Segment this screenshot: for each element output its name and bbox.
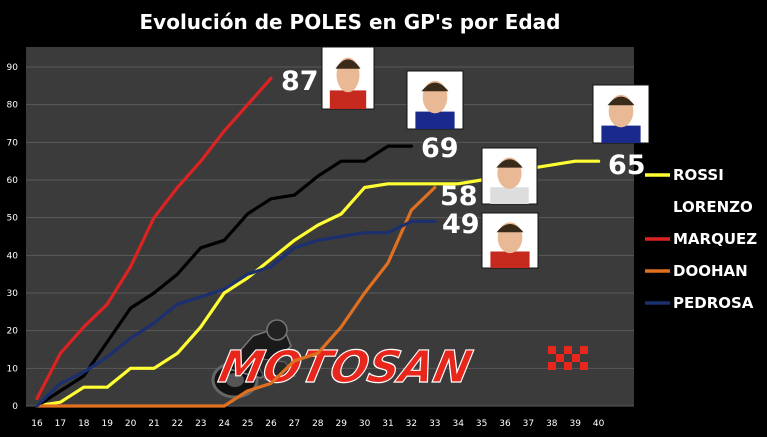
legend-item-doohan: DOOHAN (645, 262, 748, 280)
x-tick-label: 34 (452, 419, 464, 429)
rider-photo-marquez (321, 46, 375, 110)
rider-photos (321, 46, 650, 269)
x-tick-label: 28 (312, 419, 324, 429)
x-tick-label: 24 (218, 419, 230, 429)
end-label-doohan: 58 (440, 181, 478, 212)
y-tick-label: 30 (7, 289, 19, 299)
legend-label: PEDROSA (673, 294, 754, 312)
x-tick-label: 20 (125, 419, 137, 429)
x-tick-label: 33 (429, 419, 440, 429)
legend-item-pedrosa: PEDROSA (645, 294, 754, 312)
series-line-pedrosa (35, 219, 437, 408)
rider-photo-rossi (592, 84, 650, 144)
x-tick-label: 31 (382, 419, 393, 429)
x-tick-label: 36 (499, 419, 511, 429)
y-tick-label: 20 (7, 327, 19, 337)
x-tick-label: 22 (172, 419, 183, 429)
checkered-flag-icon (548, 346, 588, 370)
y-tick-label: 40 (7, 251, 19, 261)
legend-label: DOOHAN (673, 262, 748, 280)
y-tick-label: 70 (7, 138, 19, 148)
rider-photo-lorenzo (406, 70, 464, 130)
x-tick-label: 39 (569, 419, 581, 429)
x-tick-label: 17 (55, 419, 66, 429)
end-label-pedrosa: 49 (442, 209, 480, 240)
legend-label: LORENZO (673, 198, 753, 216)
legend-label: MARQUEZ (673, 230, 757, 248)
series-line-marquez (35, 76, 273, 401)
end-label-marquez: 87 (281, 66, 319, 97)
y-tick-label: 60 (7, 176, 19, 186)
x-tick-label: 30 (359, 419, 371, 429)
x-tick-label: 29 (335, 419, 347, 429)
x-tick-label: 18 (78, 419, 90, 429)
y-tick-label: 80 (7, 101, 19, 111)
x-tick-label: 23 (195, 419, 206, 429)
legend-item-lorenzo: LORENZO (645, 198, 753, 216)
y-tick-label: 50 (7, 214, 19, 224)
x-tick-label: 37 (523, 419, 534, 429)
x-tick-label: 19 (101, 419, 113, 429)
x-tick-label: 27 (289, 419, 300, 429)
chart-title: Evolución de POLES en GP's por Edad (139, 10, 561, 34)
end-label-lorenzo: 69 (421, 133, 459, 164)
x-tick-label: 25 (242, 419, 253, 429)
x-tick-label: 16 (31, 419, 43, 429)
motorcycle-icon (211, 319, 296, 399)
watermark: MOTOSAN (211, 319, 588, 399)
end-label-rossi: 65 (608, 150, 646, 181)
y-tick-label: 0 (12, 402, 18, 412)
rider-photo-pedrosa (481, 212, 539, 269)
y-tick-label: 90 (7, 63, 19, 73)
legend-item-marquez: MARQUEZ (645, 230, 757, 248)
legend-label: ROSSI (673, 166, 724, 184)
series-line-lorenzo (35, 144, 413, 408)
y-tick-label: 10 (7, 364, 19, 374)
x-tick-label: 40 (593, 419, 605, 429)
x-tick-label: 38 (546, 419, 558, 429)
x-tick-label: 21 (148, 419, 159, 429)
series-line-doohan (35, 185, 437, 408)
watermark-text: MOTOSAN (214, 342, 476, 392)
x-tick-label: 32 (406, 419, 417, 429)
axis-ticks: 0 10 20 30 40 50 60 70 80 90 16 17 18 19 20 21 22 23 24 25 2… (7, 63, 605, 429)
legend: ROSSI LORENZO MARQUEZ DOOHAN PEDROSA (645, 166, 757, 312)
legend-item-rossi: ROSSI (645, 166, 724, 184)
rider-photo-doohan (481, 147, 538, 205)
x-tick-label: 26 (265, 419, 277, 429)
x-tick-label: 35 (476, 419, 487, 429)
